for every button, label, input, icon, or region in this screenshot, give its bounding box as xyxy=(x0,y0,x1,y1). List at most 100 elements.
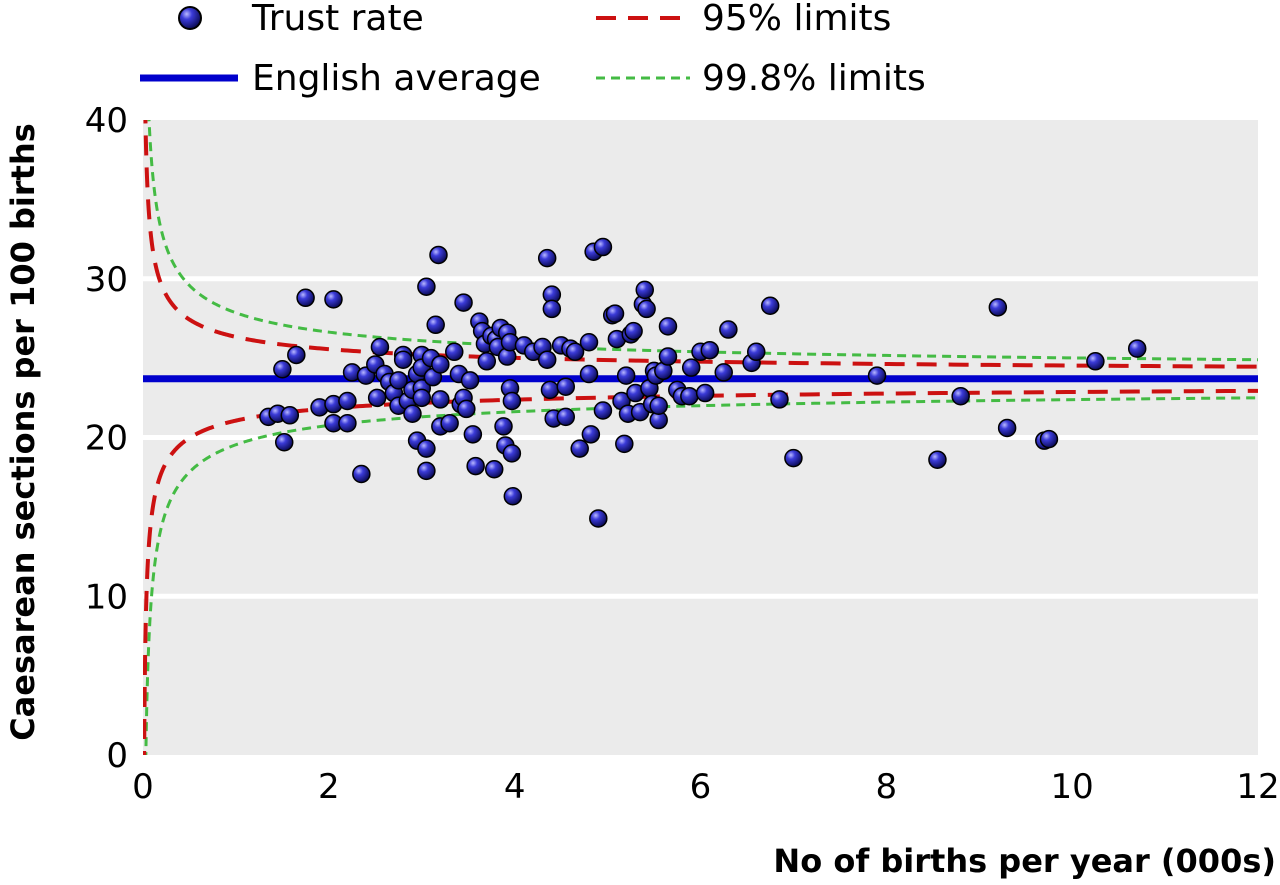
trust-rate-point xyxy=(658,317,678,336)
trust-rate-point xyxy=(484,460,504,479)
trust-rate-point xyxy=(581,425,601,444)
trust-rate-point xyxy=(445,342,464,362)
trust-rate-point xyxy=(1127,339,1147,358)
trust-rate-point xyxy=(429,245,448,265)
trust-rate-point xyxy=(457,399,476,419)
trust-rate-point xyxy=(454,293,473,312)
trust-rate-point xyxy=(579,364,599,384)
trust-rate-point xyxy=(1086,352,1105,371)
trust-rate-point xyxy=(502,391,522,411)
legend-english-average-label: English average xyxy=(252,58,541,99)
trust-rate-point xyxy=(403,404,422,423)
trust-rate-point xyxy=(460,371,480,390)
x-tick-label: 10 xyxy=(1051,767,1094,807)
trust-rate-point xyxy=(417,439,436,458)
control-limits xyxy=(143,120,1258,755)
trust-rate-point xyxy=(784,448,803,468)
trust-rate-point xyxy=(296,288,315,308)
trust-rate-point xyxy=(556,407,576,427)
y-axis-title: Caesarean sections per 100 births xyxy=(4,123,42,741)
trust-rate-point xyxy=(714,363,733,382)
x-tick-label: 4 xyxy=(504,767,526,807)
trust-rate-point xyxy=(593,237,613,257)
trust-rate-point xyxy=(540,380,560,400)
trust-rate-point xyxy=(681,358,701,377)
x-tick-label: 12 xyxy=(1236,767,1279,807)
gridlines xyxy=(143,276,1258,599)
limit-95-lower-line xyxy=(143,388,1258,755)
trust-rate-point xyxy=(637,299,656,319)
trust-rate-point xyxy=(393,350,413,369)
trust-rate-point xyxy=(389,371,408,390)
x-tick-labels: 0 2 4 6 8 10 12 xyxy=(132,767,1279,807)
trust-rate-point xyxy=(370,337,390,357)
trust-rate-point xyxy=(695,383,715,403)
trust-rate-point xyxy=(431,355,450,374)
x-tick-label: 8 xyxy=(876,767,898,807)
trust-rate-point xyxy=(502,444,522,463)
trust-rate-point xyxy=(503,486,523,506)
trust-rate-point xyxy=(579,333,599,352)
trust-rate-point xyxy=(593,401,613,420)
trust-rate-point xyxy=(747,342,766,362)
trust-rate-point xyxy=(649,396,668,415)
trust-rate-point xyxy=(477,352,497,371)
y-tick-label: 40 xyxy=(85,101,128,141)
trust-rate-point xyxy=(951,386,970,406)
trust-rate-point xyxy=(338,413,357,433)
trust-rate-point xyxy=(770,390,789,409)
trust-rate-point xyxy=(928,450,947,469)
trust-rate-point xyxy=(338,391,357,411)
legend-trust-rate-marker xyxy=(178,6,202,30)
legend-99-8-limits-label: 99.8% limits xyxy=(702,58,926,99)
trust-rate-point xyxy=(658,347,678,366)
trust-rate-points xyxy=(259,237,1147,528)
trust-rate-point xyxy=(537,248,557,268)
trust-rate-point xyxy=(463,425,483,444)
trust-rate-point xyxy=(466,456,485,476)
y-tick-label: 20 xyxy=(85,419,128,459)
trust-rate-point xyxy=(565,342,585,362)
trust-rate-point xyxy=(274,433,294,452)
y-tick-labels: 0 10 20 30 40 xyxy=(85,101,128,776)
trust-rate-point xyxy=(605,304,625,323)
trust-rate-point xyxy=(537,350,557,369)
x-tick-label: 2 xyxy=(318,767,340,807)
trust-rate-point xyxy=(988,298,1008,317)
trust-rate-point xyxy=(440,413,459,433)
trust-rate-point xyxy=(417,277,436,296)
trust-rate-point xyxy=(615,434,634,454)
legend-trust-rate-label: Trust rate xyxy=(251,0,424,39)
trust-rate-point xyxy=(589,509,608,528)
y-tick-label: 10 xyxy=(85,577,128,617)
legend: Trust rate English average 95% limits 99… xyxy=(140,0,926,99)
trust-rate-point xyxy=(700,340,720,360)
trust-rate-point xyxy=(570,439,589,458)
trust-rate-point xyxy=(760,296,780,315)
trust-rate-point xyxy=(324,290,343,309)
legend-95-limits-label: 95% limits xyxy=(702,0,891,39)
trust-rate-point xyxy=(680,386,699,406)
trust-rate-point xyxy=(287,345,306,365)
trust-rate-point xyxy=(616,366,636,385)
limit-99-8-upper-line xyxy=(147,120,1258,362)
trust-rate-point xyxy=(997,418,1017,438)
trust-rate-point xyxy=(542,299,562,319)
trust-rate-point xyxy=(412,388,431,408)
x-axis-title: No of births per year (000s) xyxy=(773,842,1276,880)
trust-rate-point xyxy=(352,464,371,484)
x-tick-label: 6 xyxy=(690,767,712,807)
trust-rate-point xyxy=(556,377,576,396)
y-tick-label: 0 xyxy=(106,736,128,776)
trust-rate-point xyxy=(431,390,450,409)
trust-rate-point xyxy=(624,321,643,341)
trust-rate-point xyxy=(280,406,300,425)
trust-rate-point xyxy=(417,461,436,481)
trust-rate-point xyxy=(1039,429,1059,449)
x-tick-label: 0 xyxy=(132,767,154,807)
trust-rate-point xyxy=(367,388,387,408)
trust-rate-point xyxy=(867,366,887,385)
trust-rate-point xyxy=(635,280,654,300)
trust-rate-point xyxy=(719,320,738,339)
